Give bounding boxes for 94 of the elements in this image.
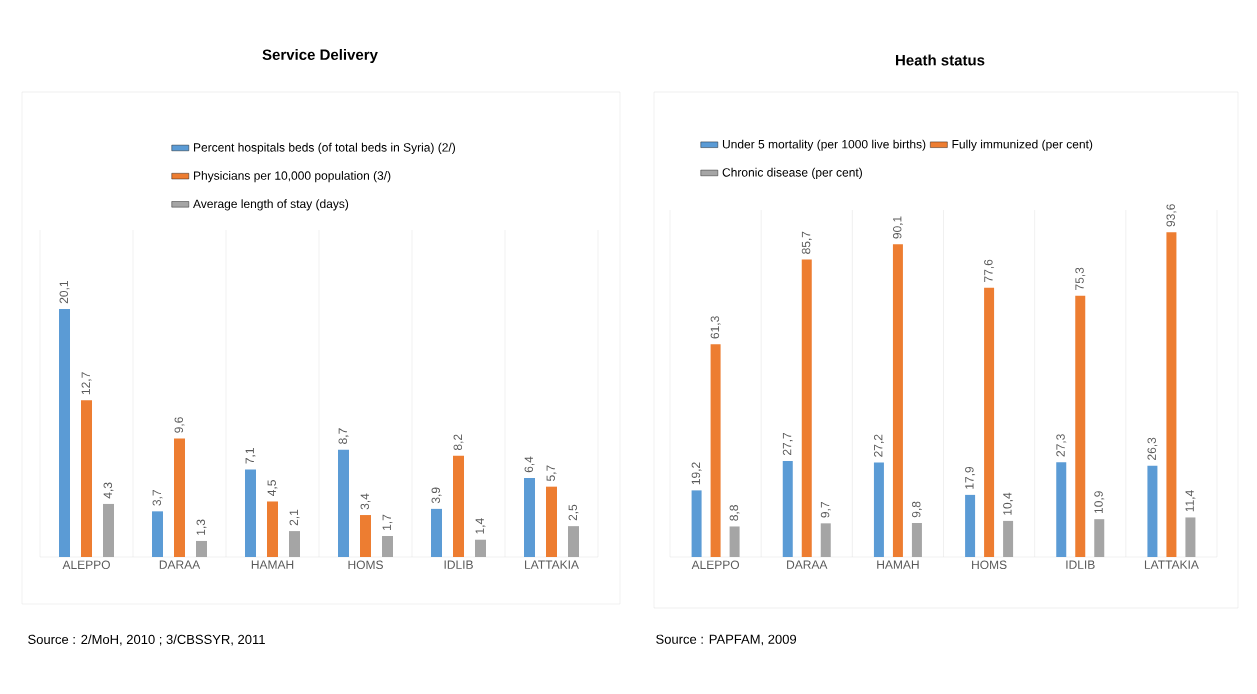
bar [524,478,535,557]
data-label: 8,8 [729,505,740,521]
bar [568,526,580,557]
x-tick-label: HOMS [348,560,383,570]
legend-label: Average length of stay (days) [193,199,349,211]
data-label: 8,2 [453,434,464,451]
x-tick-label: ALEPPO [691,560,740,570]
bar [801,259,812,557]
data-label: 17,9 [965,466,976,489]
data-label: 4,3 [103,482,114,499]
bar [267,501,279,557]
bar [174,438,185,557]
x-tick-label: DARAA [787,560,828,569]
bar [245,469,257,557]
x-tick-label: IDLIB [1066,560,1095,569]
x-tick-label: HAMAH [251,560,294,569]
bar [196,540,207,557]
data-label: 4,5 [267,480,278,496]
data-label: 61,3 [710,316,721,339]
bar [710,344,721,557]
bar [1075,295,1086,557]
x-tick-label: ALEPPO [62,560,110,570]
bar [338,449,350,557]
bar [289,531,301,557]
data-label: 75,3 [1075,267,1086,290]
chart-title: Service Delivery [262,49,378,63]
bar [1147,465,1158,557]
source-note: Source : 2/MoH, 2010 ; 3/CBSSYR, 2011 [28,634,265,646]
data-label: 93,6 [1166,204,1177,227]
bar [453,455,465,557]
data-label: 8,7 [338,428,349,444]
bar [782,460,793,557]
bar [1094,519,1105,557]
data-label: 27,7 [782,432,793,456]
data-label: 20,1 [59,281,70,304]
legend-label: Percent hospitals beds (of total beds in Syria) (2/) [194,142,456,155]
x-tick-label: IDLIB [444,560,473,569]
data-label: 10,9 [1094,491,1105,514]
x-tick-label: HOMS [972,560,1007,570]
legend-label: Physicians per 10,000 population (3/) [194,171,391,183]
bar [1056,462,1067,557]
legend-label: Under 5 mortality (per 1000 live births) [722,139,926,151]
x-tick-label: HAMAH [877,560,919,569]
bar [59,308,70,557]
bar [475,539,487,557]
data-label: 6,4 [524,456,535,473]
data-label: 19,2 [691,462,702,485]
data-label: 9,8 [911,501,922,518]
x-tick-label: LATTAKIA [525,560,579,569]
data-label: 9,6 [174,417,185,433]
bar [431,508,443,557]
bar [1003,520,1014,557]
data-label: 77,6 [984,259,995,282]
x-tick-label: LATTAKIA [1144,560,1199,569]
data-label: 9,7 [820,502,831,518]
data-label: 3,7 [152,490,163,506]
data-label: 85,7 [801,231,812,254]
chart-title: Heath status [896,54,985,66]
bar [360,515,372,557]
data-label: 1,4 [475,518,486,534]
bar [546,486,558,557]
data-label: 3,4 [360,493,371,510]
data-label: 11,4 [1185,490,1196,512]
bar [382,536,394,557]
source-note: Source : PAPFAM, 2009 [656,634,797,646]
data-label: 27,2 [873,434,884,457]
bar [729,526,740,557]
data-label: 10,4 [1003,492,1014,515]
bar [103,503,114,557]
data-label: 2,1 [289,509,300,526]
data-label: 26,3 [1147,437,1158,460]
data-label: 3,9 [431,487,442,504]
bar [873,462,884,557]
data-label: 2,5 [568,504,579,521]
legend-label: Chronic disease (per cent) [722,167,862,180]
bar [1166,232,1177,557]
bar [820,523,831,557]
bar [81,400,92,557]
legend-label: Fully immunized (per cent) [952,139,1093,151]
x-tick-label: DARAA [159,560,201,569]
bar [892,244,903,557]
bar [1185,517,1196,557]
data-label: 90,1 [892,216,903,239]
data-label: 1,3 [196,519,207,535]
bar [911,522,922,557]
bar [984,287,995,557]
bar [691,490,702,557]
bar [152,511,163,557]
bar [965,494,976,557]
data-label: 27,3 [1056,434,1067,457]
data-label: 12,7 [81,372,92,395]
data-label: 1,7 [382,514,393,530]
data-label: 5,7 [546,465,557,481]
data-label: 7,1 [245,448,256,464]
